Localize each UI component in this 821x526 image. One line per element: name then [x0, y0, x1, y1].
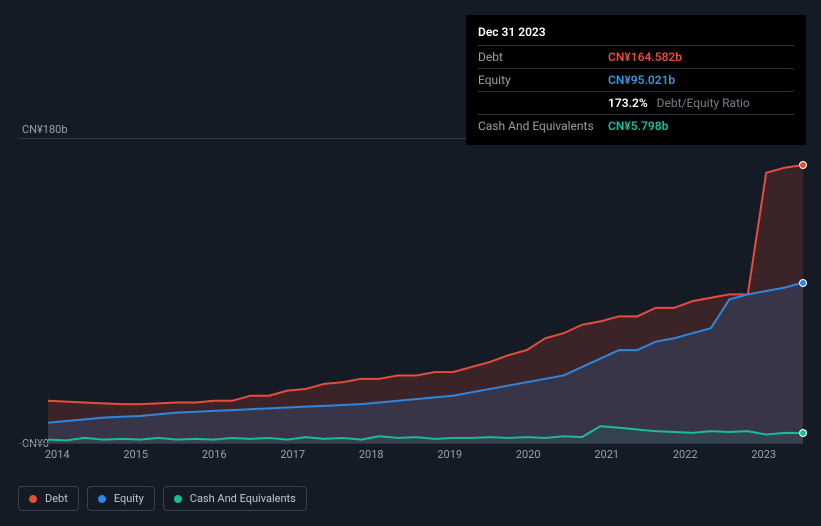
x-axis-labels: 2014201520162017201820192020202120222023	[18, 448, 803, 464]
tooltip-row: DebtCN¥164.582b	[478, 45, 794, 68]
chart-container: CN¥180b CN¥0 201420152016201720182019202…	[18, 120, 803, 476]
legend-dot-icon	[29, 495, 37, 503]
x-axis-label: 2021	[568, 448, 647, 464]
tooltip-row-label: Debt	[478, 50, 608, 64]
chart-legend: Debt Equity Cash And Equivalents	[18, 486, 307, 511]
tooltip-row-value: 173.2% Debt/Equity Ratio	[608, 96, 794, 110]
y-axis-max-label: CN¥180b	[22, 123, 68, 136]
tooltip-row: Cash And EquivalentsCN¥5.798b	[478, 114, 794, 137]
chart-tooltip: Dec 31 2023 DebtCN¥164.582bEquityCN¥95.0…	[466, 15, 806, 145]
legend-label: Cash And Equivalents	[190, 492, 296, 505]
legend-label: Equity	[114, 492, 144, 505]
chart-plot-area[interactable]	[18, 138, 803, 444]
legend-label: Debt	[45, 492, 68, 505]
series-end-marker-debt	[799, 161, 807, 169]
legend-item[interactable]: Debt	[18, 486, 79, 511]
tooltip-row-extra: Debt/Equity Ratio	[654, 96, 750, 110]
series-end-marker-equity	[799, 279, 807, 287]
legend-dot-icon	[98, 495, 106, 503]
tooltip-row: EquityCN¥95.021b	[478, 68, 794, 91]
tooltip-row-value: CN¥5.798b	[608, 119, 794, 133]
x-axis-label: 2022	[646, 448, 725, 464]
x-axis-label: 2018	[332, 448, 411, 464]
x-axis-label: 2023	[725, 448, 804, 464]
series-end-marker-cash	[799, 429, 807, 437]
legend-item[interactable]: Equity	[87, 486, 155, 511]
chart-svg	[18, 139, 803, 443]
tooltip-row-label: Equity	[478, 73, 608, 87]
x-axis-label: 2020	[489, 448, 568, 464]
legend-dot-icon	[174, 495, 182, 503]
tooltip-date: Dec 31 2023	[478, 23, 794, 45]
x-axis-label: 2014	[18, 448, 97, 464]
legend-item[interactable]: Cash And Equivalents	[163, 486, 307, 511]
x-axis-label: 2017	[254, 448, 333, 464]
x-axis-label: 2019	[411, 448, 490, 464]
tooltip-rows: DebtCN¥164.582bEquityCN¥95.021b173.2% De…	[478, 45, 794, 137]
tooltip-row-label: Cash And Equivalents	[478, 119, 608, 133]
tooltip-row-value: CN¥164.582b	[608, 50, 794, 64]
tooltip-row-label	[478, 96, 608, 110]
tooltip-row-value: CN¥95.021b	[608, 73, 794, 87]
x-axis-label: 2016	[175, 448, 254, 464]
x-axis-label: 2015	[97, 448, 176, 464]
tooltip-row: 173.2% Debt/Equity Ratio	[478, 91, 794, 114]
